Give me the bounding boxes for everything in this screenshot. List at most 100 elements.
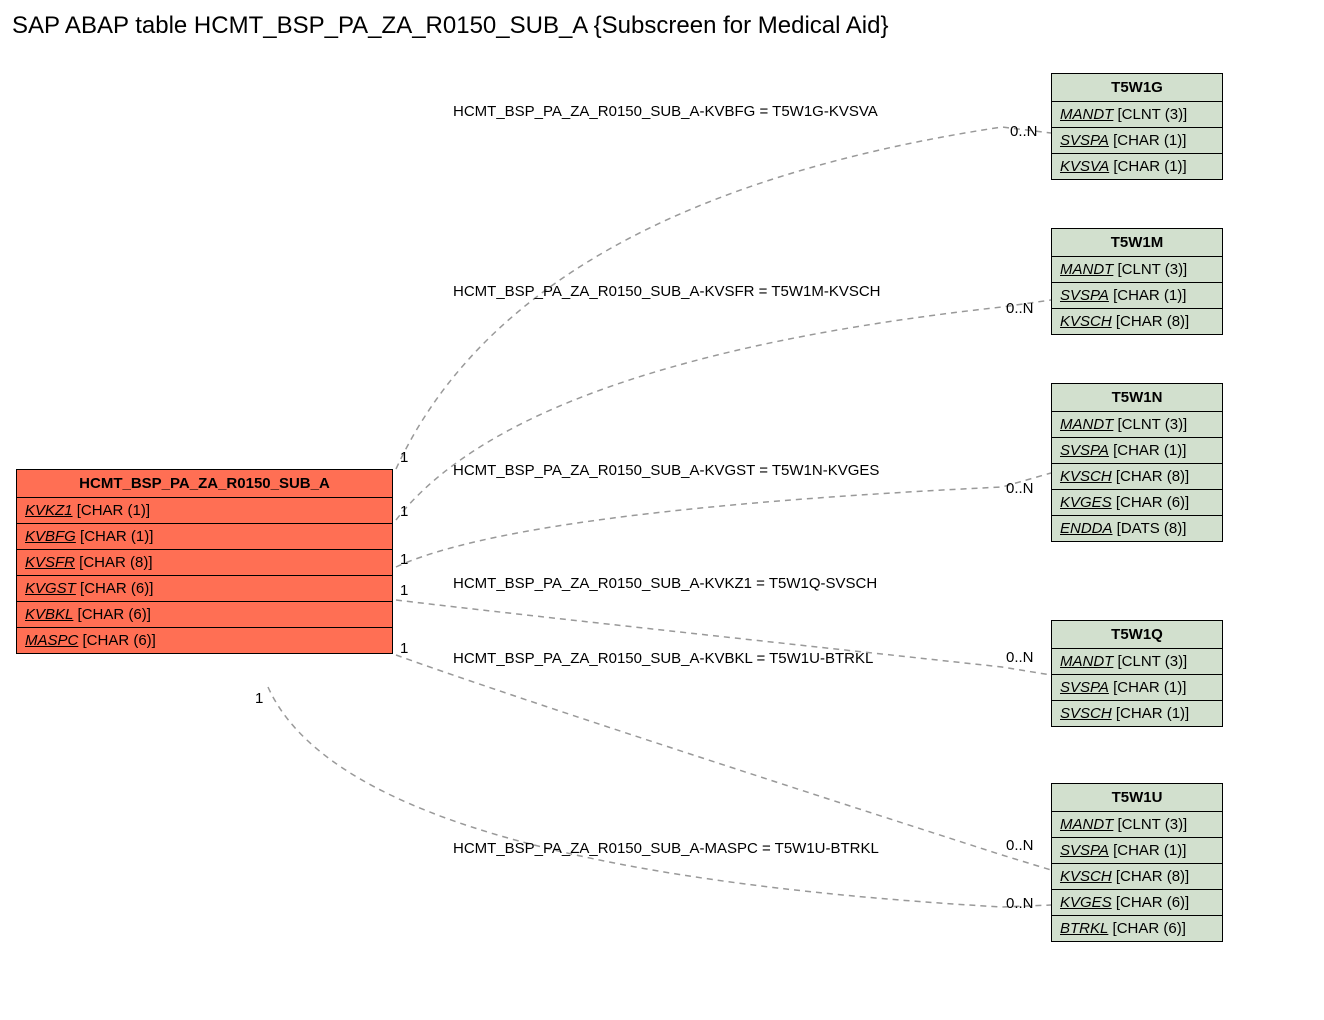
cardinality-target: 0..N [1006,480,1034,497]
field-name: MANDT [1060,653,1113,670]
edge-path [396,473,1051,567]
cardinality-source: 1 [400,640,408,657]
field-name: MANDT [1060,816,1113,833]
entity-t5w1m: T5W1MMANDT [CLNT (3)]SVSPA [CHAR (1)]KVS… [1051,228,1223,335]
field-type: [CLNT (3)] [1113,653,1187,670]
field-type: [CHAR (6)] [1108,920,1186,937]
field-name: KVSVA [1060,158,1109,175]
entity-main: HCMT_BSP_PA_ZA_R0150_SUB_A KVKZ1 [CHAR (1… [16,469,393,654]
field-name: SVSPA [1060,442,1109,459]
field-name: KVGES [1060,494,1112,511]
field-type: [CHAR (6)] [76,580,154,597]
field-name: KVSFR [25,554,75,571]
edge-label: HCMT_BSP_PA_ZA_R0150_SUB_A-KVGST = T5W1N… [453,462,879,479]
entity-field: MANDT [CLNT (3)] [1052,649,1222,675]
field-name: SVSPA [1060,679,1109,696]
field-type: [CHAR (1)] [76,528,154,545]
field-name: MANDT [1060,261,1113,278]
entity-field: KVBKL [CHAR (6)] [17,602,392,628]
field-type: [CHAR (8)] [1112,868,1190,885]
entity-t5w1g: T5W1GMANDT [CLNT (3)]SVSPA [CHAR (1)]KVS… [1051,73,1223,180]
field-type: [DATS (8)] [1113,520,1187,537]
field-type: [CLNT (3)] [1113,106,1187,123]
cardinality-target: 0..N [1006,895,1034,912]
field-name: KVKZ1 [25,502,73,519]
entity-field: ENDDA [DATS (8)] [1052,516,1222,541]
cardinality-source: 1 [255,690,263,707]
cardinality-source: 1 [400,503,408,520]
field-name: KVSCH [1060,313,1112,330]
entity-field: KVSFR [CHAR (8)] [17,550,392,576]
entity-field: SVSCH [CHAR (1)] [1052,701,1222,726]
field-name: MANDT [1060,106,1113,123]
entity-field: MANDT [CLNT (3)] [1052,102,1222,128]
entity-header: T5W1M [1052,229,1222,257]
edge-label: HCMT_BSP_PA_ZA_R0150_SUB_A-KVBKL = T5W1U… [453,650,873,667]
field-type: [CHAR (1)] [1109,679,1187,696]
entity-header: T5W1Q [1052,621,1222,649]
entity-field: KVSVA [CHAR (1)] [1052,154,1222,179]
entity-t5w1q: T5W1QMANDT [CLNT (3)]SVSPA [CHAR (1)]SVS… [1051,620,1223,727]
field-type: [CHAR (6)] [1112,894,1190,911]
entity-field: SVSPA [CHAR (1)] [1052,128,1222,154]
field-name: MANDT [1060,416,1113,433]
field-type: [CHAR (1)] [1109,442,1187,459]
entity-field: MANDT [CLNT (3)] [1052,412,1222,438]
field-type: [CHAR (1)] [1112,705,1190,722]
field-name: SVSCH [1060,705,1112,722]
entity-field: BTRKL [CHAR (6)] [1052,916,1222,941]
field-type: [CHAR (6)] [73,606,151,623]
entity-field: SVSPA [CHAR (1)] [1052,838,1222,864]
edge-path [396,655,1051,870]
entity-t5w1n: T5W1NMANDT [CLNT (3)]SVSPA [CHAR (1)]KVS… [1051,383,1223,542]
entity-field: KVSCH [CHAR (8)] [1052,864,1222,890]
field-name: BTRKL [1060,920,1108,937]
field-type: [CHAR (8)] [1112,468,1190,485]
entity-header: T5W1G [1052,74,1222,102]
field-type: [CHAR (1)] [1109,842,1187,859]
entity-t5w1u: T5W1UMANDT [CLNT (3)]SVSPA [CHAR (1)]KVS… [1051,783,1223,942]
edge-label: HCMT_BSP_PA_ZA_R0150_SUB_A-MASPC = T5W1U… [453,840,879,857]
cardinality-source: 1 [400,582,408,599]
cardinality-target: 0..N [1006,649,1034,666]
field-type: [CHAR (6)] [78,632,156,649]
edge-path [268,687,1051,907]
entity-header: HCMT_BSP_PA_ZA_R0150_SUB_A [17,470,392,498]
entity-field: KVGES [CHAR (6)] [1052,490,1222,516]
field-type: [CHAR (1)] [1109,287,1187,304]
edge-label: HCMT_BSP_PA_ZA_R0150_SUB_A-KVSFR = T5W1M… [453,283,881,300]
entity-field: MANDT [CLNT (3)] [1052,257,1222,283]
field-name: SVSPA [1060,842,1109,859]
entity-field: KVSCH [CHAR (8)] [1052,309,1222,334]
entity-field: SVSPA [CHAR (1)] [1052,438,1222,464]
page-title: SAP ABAP table HCMT_BSP_PA_ZA_R0150_SUB_… [12,12,889,40]
edge-label: HCMT_BSP_PA_ZA_R0150_SUB_A-KVKZ1 = T5W1Q… [453,575,877,592]
entity-header: T5W1N [1052,384,1222,412]
field-type: [CHAR (8)] [75,554,153,571]
cardinality-target: 0..N [1010,123,1038,140]
field-type: [CHAR (1)] [1109,158,1187,175]
field-type: [CLNT (3)] [1113,816,1187,833]
entity-field: KVGST [CHAR (6)] [17,576,392,602]
entity-field: SVSPA [CHAR (1)] [1052,283,1222,309]
field-name: KVGST [25,580,76,597]
entity-field: KVGES [CHAR (6)] [1052,890,1222,916]
field-type: [CHAR (8)] [1112,313,1190,330]
edge-label: HCMT_BSP_PA_ZA_R0150_SUB_A-KVBFG = T5W1G… [453,103,878,120]
field-name: SVSPA [1060,287,1109,304]
field-name: KVSCH [1060,868,1112,885]
field-type: [CHAR (1)] [1109,132,1187,149]
cardinality-target: 0..N [1006,300,1034,317]
field-name: MASPC [25,632,78,649]
entity-field: KVSCH [CHAR (8)] [1052,464,1222,490]
field-type: [CLNT (3)] [1113,261,1187,278]
field-name: KVGES [1060,894,1112,911]
cardinality-target: 0..N [1006,837,1034,854]
cardinality-source: 1 [400,449,408,466]
edge-path [396,300,1051,520]
field-name: KVBKL [25,606,73,623]
field-type: [CHAR (1)] [73,502,151,519]
entity-field: KVBFG [CHAR (1)] [17,524,392,550]
entity-field: MANDT [CLNT (3)] [1052,812,1222,838]
field-name: KVBFG [25,528,76,545]
